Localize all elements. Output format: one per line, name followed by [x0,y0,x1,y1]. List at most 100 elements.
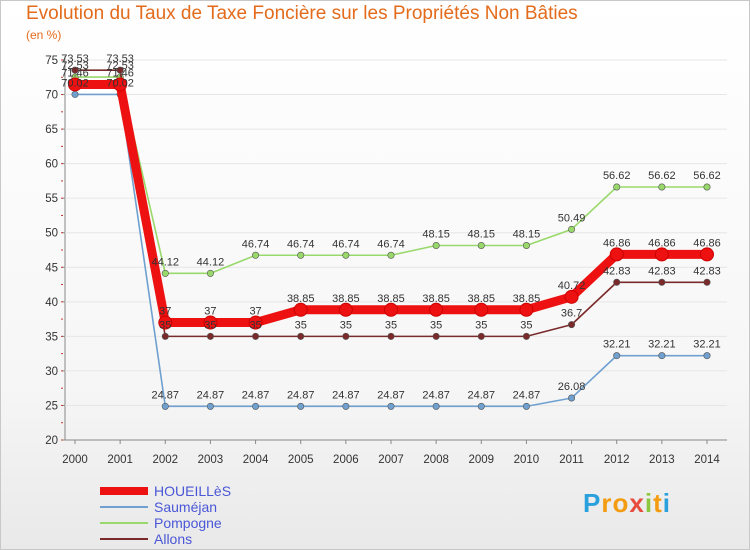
x-tick-label: 2005 [288,454,314,466]
data-label: 36.7 [561,308,582,320]
legend-swatch [100,522,148,524]
data-point [297,402,305,410]
data-label: 71.46 [106,67,134,79]
data-label: 37 [159,306,171,318]
data-label: 32.21 [603,339,631,351]
data-point [613,183,621,191]
y-tick-label: 60 [45,159,58,171]
legend-label: HOUEILLèS [154,483,232,499]
data-label: 46.74 [377,238,405,250]
data-label: 38.85 [422,293,450,305]
logo-letter: P [583,488,602,518]
data-point [477,332,485,340]
data-label: 24.87 [152,389,180,401]
legend-item-pompogne: Pompogne [100,515,300,531]
data-label: 24.87 [197,389,225,401]
data-point [206,402,214,410]
x-tick-label: 2004 [243,454,269,466]
data-point [71,66,79,74]
y-tick-label: 70 [45,90,58,102]
data-point [477,402,485,410]
data-label: 48.15 [468,229,496,241]
data-point [432,402,440,410]
data-point [248,315,263,330]
data-point [342,332,350,340]
y-tick-label: 30 [45,366,58,378]
data-point [161,269,169,277]
x-tick-label: 2013 [649,454,675,466]
data-point [116,66,124,74]
logo-letter: r [601,488,613,518]
data-point [568,321,576,329]
data-label: 35 [204,319,216,331]
proxiti-logo: Proxiti [583,488,671,519]
data-label: 71.46 [61,67,89,79]
data-label: 46.86 [603,237,631,249]
data-point [613,278,621,286]
data-point [161,332,169,340]
data-point [700,247,714,262]
data-point [568,225,576,233]
data-point [432,332,440,340]
data-point [519,302,534,317]
data-label: 35 [249,319,261,331]
data-point [429,302,444,317]
data-label: 70.02 [106,77,134,89]
y-tick-label: 55 [45,193,58,205]
data-point [474,302,489,317]
data-label: 50.49 [558,212,586,224]
data-label: 46.86 [693,237,721,249]
data-label: 42.83 [603,265,631,277]
data-label: 37 [249,306,261,318]
data-label: 24.87 [513,389,541,401]
legend-swatch [100,538,148,540]
data-label: 35 [385,319,397,331]
data-point [158,315,173,330]
data-point [568,394,576,402]
data-label: 26.08 [558,381,586,393]
legend-item-houeilles: HOUEILLèS [100,483,300,499]
logo-letter: o [612,488,630,518]
x-tick-label: 2001 [107,454,133,466]
data-point [522,242,530,250]
data-label: 46.74 [332,238,360,250]
x-tick-label: 2007 [378,454,404,466]
legend-swatch [100,506,148,508]
y-tick-label: 35 [45,331,58,343]
x-tick-label: 2000 [62,454,88,466]
data-label: 72.53 [61,60,89,72]
data-point [658,352,666,360]
data-label: 44.12 [197,256,225,268]
data-label: 35 [520,319,532,331]
unit-label: (en %) [26,28,62,42]
x-tick-label: 2006 [333,454,359,466]
data-point [342,402,350,410]
x-tick-label: 2003 [198,454,224,466]
data-label: 38.85 [513,293,541,305]
y-tick-label: 65 [45,124,58,136]
logo-letter: i [662,488,671,518]
data-point [342,251,350,259]
y-tick-label: 40 [45,297,58,309]
data-label: 32.21 [693,339,721,351]
data-point [71,90,79,98]
x-tick-label: 2002 [152,454,178,466]
data-label: 24.87 [377,389,405,401]
data-point [384,302,398,317]
data-point [703,278,711,286]
y-tick-label: 25 [45,400,58,412]
legend: HOUEILLèS Sauméjan Pompogne Allons [100,483,300,547]
data-point [252,402,260,410]
data-point [206,332,214,340]
data-point [387,251,395,259]
data-label: 44.12 [152,256,180,268]
data-point [658,278,666,286]
x-tick-label: 2011 [559,454,584,466]
data-label: 42.83 [693,265,721,277]
data-point [703,352,711,360]
y-tick-label: 20 [45,435,58,447]
data-label: 73.53 [106,53,134,65]
data-point [564,289,579,304]
data-label: 24.87 [242,389,270,401]
